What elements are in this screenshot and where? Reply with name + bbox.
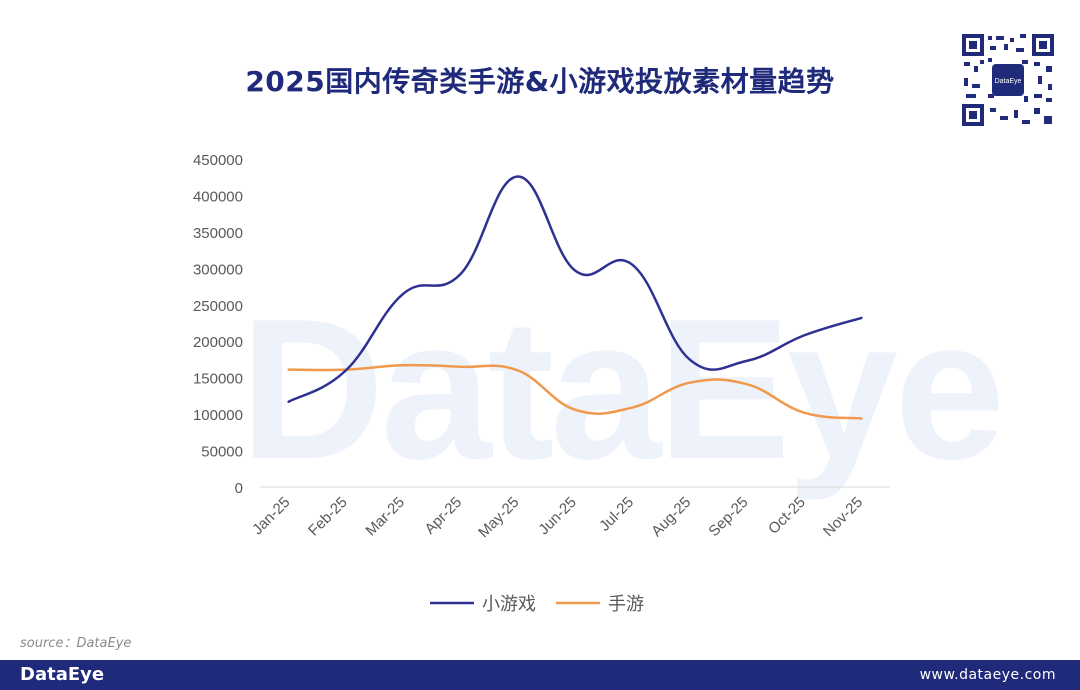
watermark: DataEye [240,278,1005,501]
legend-label: 手游 [608,594,644,615]
footer-url[interactable]: www.dataeye.com [919,667,1056,683]
y-tick-label: 450000 [193,152,243,169]
x-tick-label: Jan-25 [249,494,293,538]
footer-bar: DataEye www.dataeye.com [0,660,1080,690]
x-tick-label: Sep-25 [705,494,751,540]
x-tick-label: Nov-25 [820,494,866,540]
qr-code-icon: DataEye [960,32,1056,128]
qr-label: DataEye [995,78,1022,85]
y-tick-label: 0 [235,480,243,497]
footer-logo: DataEye [20,664,105,685]
x-tick-label: Oct-25 [765,494,809,538]
y-tick-label: 100000 [193,407,243,424]
y-tick-label: 400000 [193,188,243,205]
legend-label: 小游戏 [482,594,536,615]
x-tick-label: May-25 [475,494,522,541]
source-note: source：DataEye [20,636,132,651]
y-tick-label: 250000 [193,298,243,315]
y-tick-label: 150000 [193,371,243,388]
y-tick-label: 300000 [193,261,243,278]
x-tick-label: Aug-25 [648,494,694,540]
y-tick-label: 50000 [201,444,243,461]
series-line [287,363,863,420]
x-tick-label: Jun-25 [535,494,579,538]
y-tick-label: 350000 [193,225,243,242]
y-tick-label: 200000 [193,334,243,351]
x-tick-label: Feb-25 [305,494,351,540]
x-tick-label: Mar-25 [362,494,408,540]
x-tick-label: Apr-25 [421,494,465,538]
x-tick-label: Jul-25 [596,494,637,535]
series-line [287,175,863,403]
page-title: 2025国内传奇类手游&小游戏投放素材量趋势 [245,65,835,98]
